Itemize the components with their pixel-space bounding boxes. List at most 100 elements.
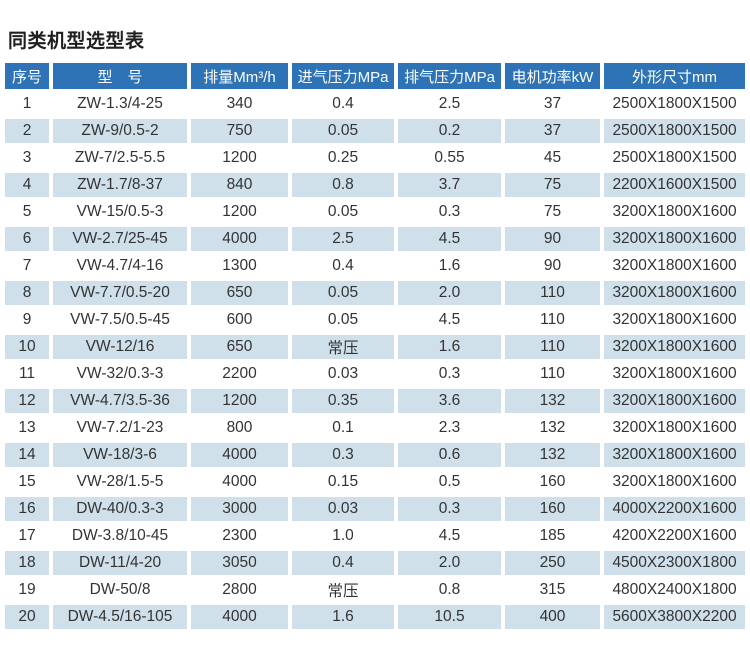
table-row: 15 VW-28/1.5-5 4000 0.15 0.5 160 3200X1800X160… — [5, 470, 745, 494]
cell-displacement: 800 — [191, 416, 288, 440]
cell-displacement: 1200 — [191, 389, 288, 413]
cell-motor-power: 110 — [505, 308, 600, 332]
cell-index: 16 — [5, 497, 49, 521]
cell-exhaust-pressure: 0.3 — [398, 362, 501, 386]
table-row: 18 DW-11/4-20 3050 0.4 2.0 250 4500X2300X1800 — [5, 551, 745, 575]
table-row: 12 VW-4.7/3.5-36 1200 0.35 3.6 132 3200X1800X1… — [5, 389, 745, 413]
cell-dimensions: 2500X1800X1500 — [604, 119, 745, 143]
cell-motor-power: 160 — [505, 470, 600, 494]
table-row: 9 VW-7.5/0.5-45 600 0.05 4.5 110 3200X1800X160… — [5, 308, 745, 332]
cell-displacement: 4000 — [191, 227, 288, 251]
cell-exhaust-pressure: 0.3 — [398, 497, 501, 521]
cell-motor-power: 75 — [505, 200, 600, 224]
cell-index: 4 — [5, 173, 49, 197]
cell-intake-pressure: 0.03 — [292, 497, 394, 521]
cell-model: VW-4.7/3.5-36 — [53, 389, 187, 413]
cell-intake-pressure: 0.05 — [292, 200, 394, 224]
cell-intake-pressure: 1.6 — [292, 605, 394, 629]
header-row: 序号 型 号 排量Mm³/h 进气压力MPa 排气压力MPa 电机功率kW 外形… — [5, 63, 745, 89]
cell-displacement: 4000 — [191, 443, 288, 467]
cell-displacement: 3050 — [191, 551, 288, 575]
cell-model: VW-15/0.5-3 — [53, 200, 187, 224]
cell-index: 2 — [5, 119, 49, 143]
cell-model: DW-11/4-20 — [53, 551, 187, 575]
table-row: 6 VW-2.7/25-45 4000 2.5 4.5 90 3200X1800X1600 — [5, 227, 745, 251]
cell-intake-pressure: 1.0 — [292, 524, 394, 548]
cell-displacement: 840 — [191, 173, 288, 197]
cell-index: 13 — [5, 416, 49, 440]
cell-displacement: 2200 — [191, 362, 288, 386]
table-row: 14 VW-18/3-6 4000 0.3 0.6 132 3200X1800X1600 — [5, 443, 745, 467]
cell-index: 18 — [5, 551, 49, 575]
cell-intake-pressure: 0.05 — [292, 308, 394, 332]
cell-displacement: 600 — [191, 308, 288, 332]
cell-exhaust-pressure: 0.8 — [398, 578, 501, 602]
cell-dimensions: 3200X1800X1600 — [604, 362, 745, 386]
cell-model: ZW-1.7/8-37 — [53, 173, 187, 197]
column-header-model: 型 号 — [53, 63, 187, 89]
cell-exhaust-pressure: 0.55 — [398, 146, 501, 170]
cell-motor-power: 37 — [505, 92, 600, 116]
cell-dimensions: 5600X3800X2200 — [604, 605, 745, 629]
table-row: 3 ZW-7/2.5-5.5 1200 0.25 0.55 45 2500X1800X150… — [5, 146, 745, 170]
table-row: 7 VW-4.7/4-16 1300 0.4 1.6 90 3200X1800X1600 — [5, 254, 745, 278]
cell-intake-pressure: 0.3 — [292, 443, 394, 467]
table-row: 4 ZW-1.7/8-37 840 0.8 3.7 75 2200X1600X1500 — [5, 173, 745, 197]
column-header-dimensions: 外形尺寸mm — [604, 63, 745, 89]
table-body: 1 ZW-1.3/4-25 340 0.4 2.5 37 2500X1800X1500 2 ZW… — [5, 92, 745, 629]
cell-model: ZW-1.3/4-25 — [53, 92, 187, 116]
cell-model: DW-40/0.3-3 — [53, 497, 187, 521]
cell-exhaust-pressure: 1.6 — [398, 254, 501, 278]
cell-index: 8 — [5, 281, 49, 305]
cell-index: 9 — [5, 308, 49, 332]
cell-exhaust-pressure: 2.0 — [398, 551, 501, 575]
cell-intake-pressure: 0.25 — [292, 146, 394, 170]
cell-displacement: 340 — [191, 92, 288, 116]
cell-intake-pressure: 常压 — [292, 335, 394, 359]
cell-index: 15 — [5, 470, 49, 494]
cell-model: VW-4.7/4-16 — [53, 254, 187, 278]
cell-displacement: 1300 — [191, 254, 288, 278]
table-row: 2 ZW-9/0.5-2 750 0.05 0.2 37 2500X1800X1500 — [5, 119, 745, 143]
cell-dimensions: 3200X1800X1600 — [604, 227, 745, 251]
cell-displacement: 3000 — [191, 497, 288, 521]
cell-intake-pressure: 0.4 — [292, 551, 394, 575]
cell-motor-power: 45 — [505, 146, 600, 170]
cell-motor-power: 400 — [505, 605, 600, 629]
cell-motor-power: 132 — [505, 443, 600, 467]
cell-model: VW-2.7/25-45 — [53, 227, 187, 251]
cell-exhaust-pressure: 4.5 — [398, 524, 501, 548]
cell-motor-power: 315 — [505, 578, 600, 602]
cell-dimensions: 3200X1800X1600 — [604, 416, 745, 440]
cell-index: 5 — [5, 200, 49, 224]
cell-exhaust-pressure: 3.7 — [398, 173, 501, 197]
cell-dimensions: 3200X1800X1600 — [604, 254, 745, 278]
cell-motor-power: 90 — [505, 227, 600, 251]
cell-intake-pressure: 0.35 — [292, 389, 394, 413]
cell-intake-pressure: 0.4 — [292, 92, 394, 116]
column-header-motor-power: 电机功率kW — [505, 63, 600, 89]
cell-model: VW-28/1.5-5 — [53, 470, 187, 494]
cell-displacement: 1200 — [191, 200, 288, 224]
cell-dimensions: 4200X2200X1600 — [604, 524, 745, 548]
cell-index: 3 — [5, 146, 49, 170]
cell-index: 7 — [5, 254, 49, 278]
cell-model: VW-7.5/0.5-45 — [53, 308, 187, 332]
cell-dimensions: 4500X2300X1800 — [604, 551, 745, 575]
cell-dimensions: 3200X1800X1600 — [604, 308, 745, 332]
table-row: 13 VW-7.2/1-23 800 0.1 2.3 132 3200X1800X1600 — [5, 416, 745, 440]
cell-motor-power: 37 — [505, 119, 600, 143]
cell-dimensions: 4800X2400X1800 — [604, 578, 745, 602]
cell-exhaust-pressure: 3.6 — [398, 389, 501, 413]
table-row: 11 VW-32/0.3-3 2200 0.03 0.3 110 3200X1800X160… — [5, 362, 745, 386]
cell-intake-pressure: 常压 — [292, 578, 394, 602]
cell-motor-power: 250 — [505, 551, 600, 575]
cell-dimensions: 4000X2200X1600 — [604, 497, 745, 521]
cell-dimensions: 3200X1800X1600 — [604, 389, 745, 413]
cell-index: 6 — [5, 227, 49, 251]
cell-index: 17 — [5, 524, 49, 548]
cell-displacement: 4000 — [191, 605, 288, 629]
cell-intake-pressure: 0.8 — [292, 173, 394, 197]
cell-exhaust-pressure: 2.3 — [398, 416, 501, 440]
